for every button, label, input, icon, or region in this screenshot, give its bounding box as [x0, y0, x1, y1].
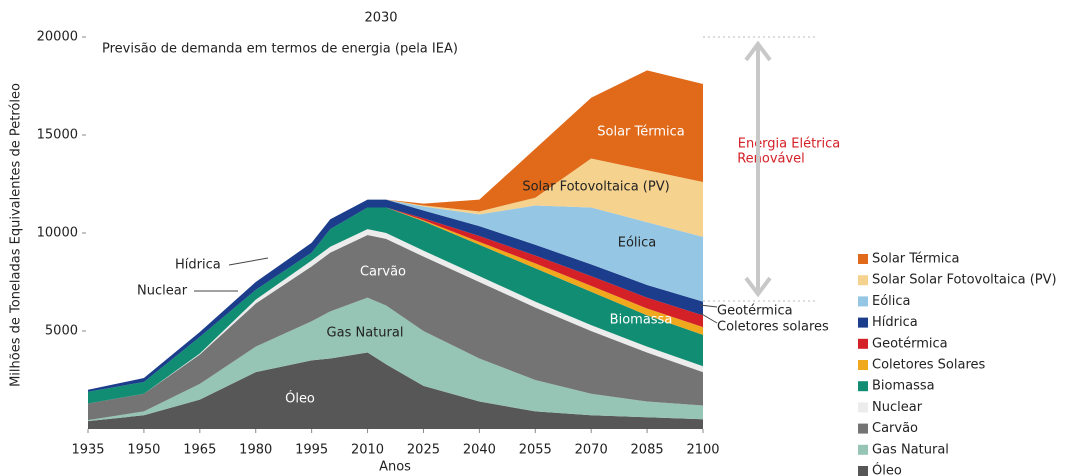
- legend-swatch: [858, 338, 868, 349]
- area-label: Eólica: [618, 236, 657, 251]
- legend-label: Biomassa: [872, 379, 935, 394]
- leader-line: [699, 312, 718, 324]
- x-tick-label: 1980: [239, 443, 272, 458]
- legend-label: Gas Natural: [872, 442, 949, 457]
- legend-swatch: [858, 423, 868, 434]
- legend-label: Carvão: [872, 421, 918, 436]
- renewable-label: Energia Elétrica: [738, 137, 841, 152]
- x-tick-label: 2040: [463, 443, 496, 458]
- leader-line: [699, 304, 718, 308]
- area-label: Geotérmica: [717, 304, 793, 319]
- legend-label: Coletores Solares: [872, 358, 985, 373]
- legend-swatch: [858, 360, 868, 370]
- area: [88, 70, 703, 390]
- legend-swatch: [858, 466, 868, 476]
- leader-line: [228, 257, 269, 266]
- legend-swatch: [858, 444, 868, 455]
- x-tick-label: 1965: [183, 443, 216, 458]
- area-label: Hídrica: [175, 258, 221, 273]
- area: [88, 234, 703, 421]
- area-label: Gas Natural: [327, 326, 404, 341]
- legend-label: Geotérmica: [872, 336, 948, 351]
- legend-label: Eólica: [872, 294, 911, 309]
- x-tick-label: 1995: [295, 443, 328, 458]
- legend-label: Solar Térmica: [872, 252, 960, 267]
- area: [88, 352, 703, 429]
- range-arrow-head: [744, 40, 772, 62]
- x-tick-label: 2055: [519, 443, 552, 458]
- y-tick-label: 20000: [37, 30, 78, 45]
- area-label: Biomassa: [610, 313, 673, 328]
- y-tick-label: 15000: [37, 128, 78, 143]
- x-tick-label: 2010: [351, 443, 384, 458]
- area-label: Óleo: [285, 391, 315, 407]
- y-tick-label: 10000: [37, 226, 78, 241]
- legend-label: Óleo: [872, 463, 902, 476]
- legend-label: Nuclear: [872, 400, 923, 415]
- x-axis-label: Anos: [379, 460, 411, 475]
- subtitle: Previsão de demanda em termos de energia…: [102, 42, 458, 57]
- x-tick-label: 2025: [407, 443, 440, 458]
- legend-swatch: [858, 402, 868, 413]
- area-label: Solar Térmica: [597, 125, 685, 140]
- area-label: Solar Fotovoltaica (PV): [522, 180, 669, 195]
- renewable-label: Renovável: [737, 152, 805, 167]
- x-tick-label: 2085: [631, 443, 664, 458]
- area-label: Carvão: [360, 265, 406, 280]
- area: [88, 158, 703, 390]
- x-tick-label: 2070: [575, 443, 608, 458]
- y-tick-label: 5000: [45, 324, 78, 339]
- legend-swatch: [858, 275, 868, 286]
- area: [88, 297, 703, 422]
- area-label: Nuclear: [137, 284, 188, 299]
- chart-title: 2030: [364, 11, 397, 26]
- x-tick-label: 1950: [127, 443, 160, 458]
- legend-label: Hídrica: [872, 315, 918, 330]
- range-arrow-head: [744, 276, 772, 298]
- x-tick-label: 2100: [686, 443, 719, 458]
- area: [88, 207, 703, 404]
- legend-swatch: [858, 296, 868, 307]
- y-axis-label: Milhões de Toneladas Equivalentes de Pet…: [9, 83, 24, 387]
- x-tick-label: 1935: [71, 443, 104, 458]
- legend-swatch: [858, 254, 868, 264]
- area: [88, 199, 703, 390]
- legend-swatch: [858, 381, 868, 392]
- area-label: Coletores solares: [717, 320, 829, 335]
- legend-label: Solar Solar Fotovoltaica (PV): [872, 273, 1057, 288]
- legend-swatch: [858, 317, 868, 328]
